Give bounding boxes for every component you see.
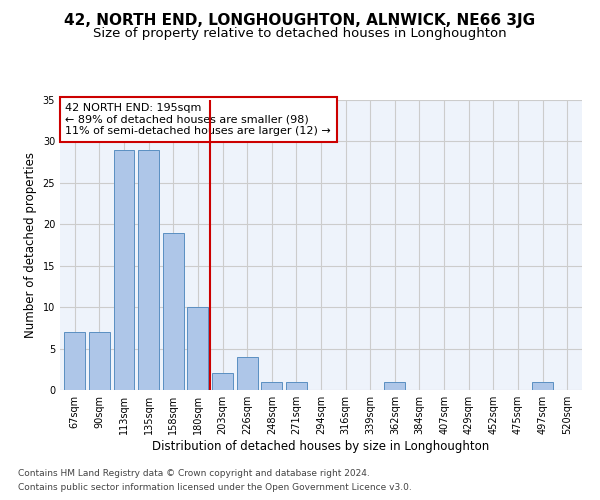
Bar [138,150,159,390]
Bar [385,382,406,390]
Text: 42, NORTH END, LONGHOUGHTON, ALNWICK, NE66 3JG: 42, NORTH END, LONGHOUGHTON, ALNWICK, NE… [64,12,536,28]
Bar [236,357,257,390]
X-axis label: Distribution of detached houses by size in Longhoughton: Distribution of detached houses by size … [152,440,490,453]
Bar [187,307,208,390]
Bar [212,374,233,390]
Text: Size of property relative to detached houses in Longhoughton: Size of property relative to detached ho… [93,28,507,40]
Text: Contains public sector information licensed under the Open Government Licence v3: Contains public sector information licen… [18,484,412,492]
Bar [261,382,282,390]
Bar [89,332,110,390]
Bar [113,150,134,390]
Bar [286,382,307,390]
Y-axis label: Number of detached properties: Number of detached properties [24,152,37,338]
Bar [64,332,85,390]
Text: Contains HM Land Registry data © Crown copyright and database right 2024.: Contains HM Land Registry data © Crown c… [18,468,370,477]
Bar [163,232,184,390]
Text: 42 NORTH END: 195sqm
← 89% of detached houses are smaller (98)
11% of semi-detac: 42 NORTH END: 195sqm ← 89% of detached h… [65,103,331,136]
Bar [532,382,553,390]
